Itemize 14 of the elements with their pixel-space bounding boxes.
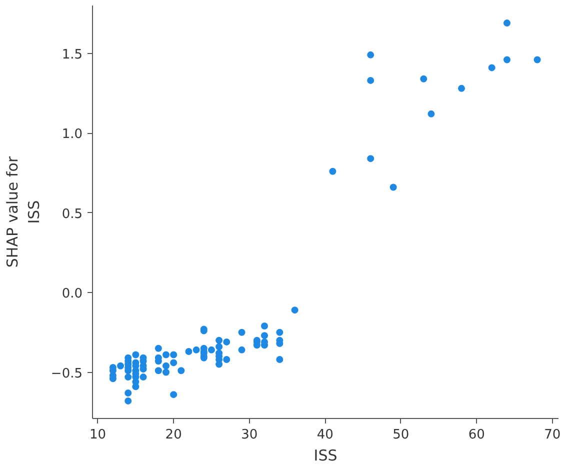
- y-tick-label: 1.0: [62, 127, 83, 142]
- y-tick-label: 0.5: [62, 206, 83, 222]
- y-tick-label: 1.5: [62, 47, 83, 62]
- y-tick-label: −0.5: [50, 366, 83, 382]
- x-axis-title: ISS: [314, 446, 338, 464]
- x-tick-label: 30: [241, 428, 258, 442]
- x-tick-label: 60: [468, 428, 485, 442]
- x-tick-label: 40: [316, 428, 334, 442]
- y-tick-label: 0.0: [62, 286, 83, 302]
- x-tick-label: 50: [392, 428, 410, 442]
- y-axis-title: SHAP value for ISS: [3, 156, 43, 268]
- x-tick-label: 10: [90, 428, 106, 442]
- x-tick-label: 20: [165, 428, 182, 442]
- x-tick-label: 70: [544, 428, 561, 442]
